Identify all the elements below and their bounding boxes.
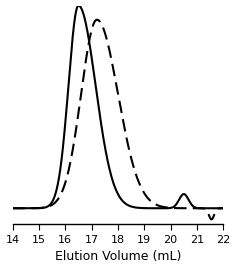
X-axis label: Elution Volume (mL): Elution Volume (mL) <box>55 250 181 263</box>
